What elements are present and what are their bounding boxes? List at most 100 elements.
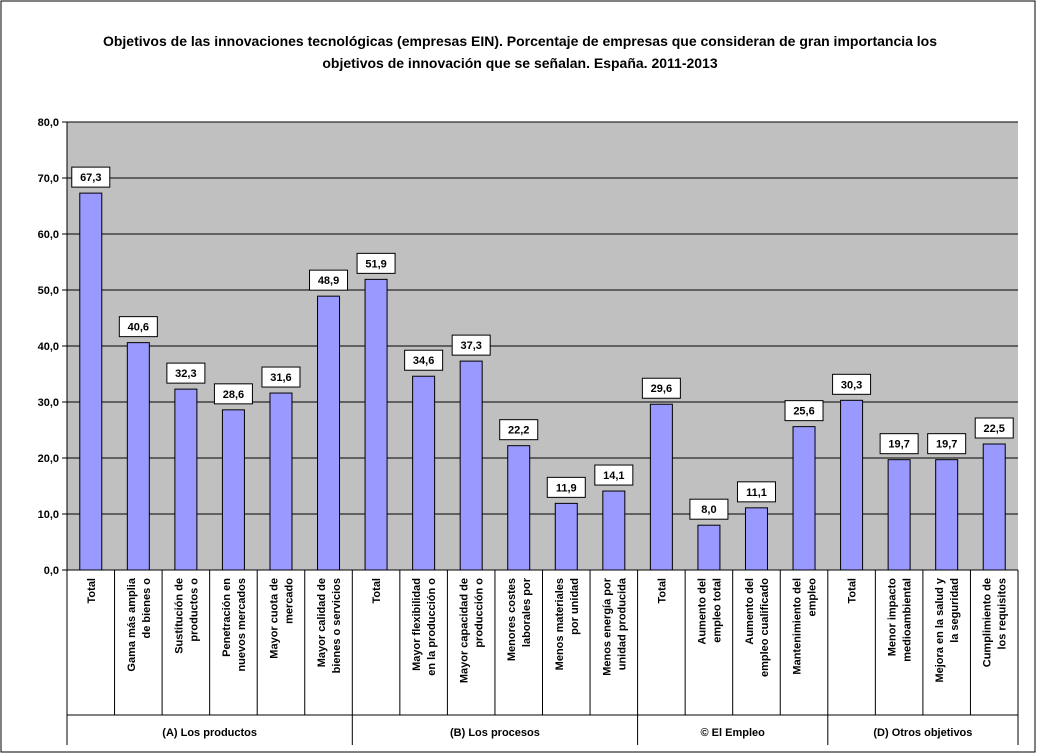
value-label: 22,5: [984, 423, 1005, 435]
value-label-box: [309, 269, 349, 291]
value-label-box: [451, 334, 491, 356]
bar: [507, 445, 531, 571]
value-label: 25,6: [793, 406, 814, 418]
y-tick-label: 80,0: [38, 117, 59, 129]
x-tick-label: bienes o servicios: [331, 578, 343, 673]
value-label-box: [879, 433, 919, 455]
value-label-box: [166, 362, 206, 384]
x-tick-label: los requisitos: [997, 578, 1009, 650]
x-tick-label: Aumento del: [696, 578, 708, 645]
bar: [317, 295, 341, 571]
value-label: 40,6: [128, 322, 149, 334]
value-label: 34,6: [413, 355, 434, 367]
x-tick-label: Aumento del: [744, 578, 756, 645]
value-label-box: [546, 476, 586, 498]
value-label: 67,3: [80, 172, 101, 184]
bar: [697, 524, 721, 571]
x-tick-label: Gama más amplia: [126, 577, 138, 671]
x-tick-label: Mayor capacidad de: [459, 578, 471, 683]
value-label: 30,3: [841, 379, 862, 391]
x-tick-label: en la producción o: [426, 578, 438, 676]
x-tick-label: Total: [847, 578, 859, 603]
y-tick-label: 30,0: [38, 397, 59, 409]
group-label: (B) Los procesos: [450, 727, 540, 739]
y-tick-label: 40,0: [38, 341, 59, 353]
bar: [935, 459, 959, 571]
x-tick-label: Mantenimiento del: [792, 578, 804, 675]
value-label-box: [356, 252, 396, 274]
group-label: (D) Otros objetivos: [873, 727, 972, 739]
x-tick-label: Total: [86, 578, 98, 603]
value-label: 31,6: [270, 372, 291, 384]
y-tick-label: 70,0: [38, 173, 59, 185]
x-tick-label: de bienes o: [141, 578, 153, 639]
value-label: 14,1: [603, 470, 624, 482]
x-tick-label: empleo total: [711, 578, 723, 643]
bar: [840, 399, 864, 571]
value-label-box: [499, 419, 539, 441]
bar: [554, 502, 578, 571]
value-label: 51,9: [365, 258, 386, 270]
value-label-box: [71, 166, 111, 188]
bar: [221, 409, 245, 571]
bar: [269, 392, 293, 571]
value-label-box: [594, 464, 634, 486]
value-label-box: [784, 400, 824, 422]
value-label-box: [641, 377, 681, 399]
value-label: 8,0: [701, 504, 716, 516]
x-tick-label: Menores costes: [506, 578, 518, 661]
x-tick-label: la seguridad: [949, 578, 961, 643]
x-tick-label: nuevos mercados: [236, 578, 248, 672]
bar: [364, 278, 388, 571]
value-label: 29,6: [651, 383, 672, 395]
value-label-box: [832, 373, 872, 395]
value-label-box: [736, 481, 776, 503]
x-tick-label: productos o: [188, 578, 200, 642]
x-tick-label: Penetración en: [221, 578, 233, 657]
bar: [744, 507, 768, 571]
y-tick-label: 0,0: [44, 565, 59, 577]
value-label: 19,7: [936, 439, 957, 451]
value-label: 48,9: [318, 275, 339, 287]
group-label: (A) Los productos: [162, 727, 257, 739]
x-tick-label: empleo: [807, 578, 819, 617]
x-tick-label: unidad producida: [616, 577, 628, 670]
group-label: © El Empleo: [701, 727, 766, 739]
value-label: 11,1: [746, 487, 767, 499]
bar: [126, 342, 150, 571]
x-tick-label: Mayor flexibilidad: [411, 578, 423, 671]
x-tick-label: Menos energía por: [601, 577, 613, 676]
x-tick-label: Menos materiales: [554, 578, 566, 670]
x-tick-label: producción o: [474, 578, 486, 648]
x-tick-label: por unidad: [569, 578, 581, 635]
value-label: 32,3: [175, 368, 196, 380]
x-tick-label: Total: [656, 578, 668, 603]
y-tick-label: 20,0: [38, 453, 59, 465]
bar: [459, 360, 483, 571]
bar: [887, 459, 911, 571]
bar: [79, 192, 103, 571]
value-label: 11,9: [556, 482, 577, 494]
x-tick-label: Sustitución de: [173, 578, 185, 654]
x-tick-label: Menor impacto: [887, 578, 899, 657]
x-tick-label: mercado: [283, 578, 295, 624]
bar: [602, 490, 626, 571]
value-label: 22,2: [508, 425, 529, 437]
x-tick-label: Mayor calidad de: [316, 578, 328, 667]
value-label: 37,3: [460, 340, 481, 352]
x-tick-label: Cumplimiento de: [982, 578, 994, 667]
bar: [649, 403, 673, 571]
value-label-box: [927, 433, 967, 455]
bar: [174, 388, 198, 571]
x-tick-label: medioambiental: [902, 578, 914, 662]
value-label: 28,6: [223, 389, 244, 401]
value-label-box: [689, 498, 729, 520]
y-tick-label: 50,0: [38, 285, 59, 297]
x-tick-label: Total: [371, 578, 383, 603]
value-label-box: [261, 366, 301, 388]
y-tick-label: 10,0: [38, 509, 59, 521]
x-tick-label: Mejora en la salud y: [934, 577, 946, 682]
value-label-box: [404, 349, 444, 371]
